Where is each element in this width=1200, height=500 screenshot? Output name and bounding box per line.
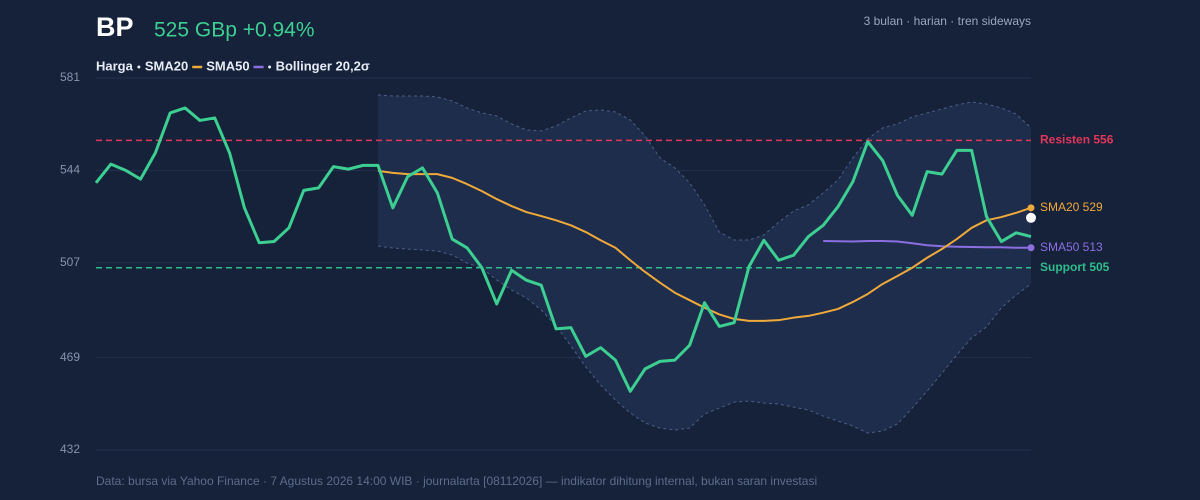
quote: 525 GBp +0.94% [154, 19, 315, 42]
y-tick-label: 507 [60, 255, 80, 269]
chart-title: BP [96, 12, 134, 42]
y-tick-label: 469 [60, 350, 80, 364]
legend-label: Harga [96, 58, 134, 73]
legend-label: SMA50 [206, 58, 249, 73]
source: Data: bursa via Yahoo Finance · 7 Agustu… [96, 474, 817, 488]
legend-separator [268, 65, 272, 69]
series-line [823, 240, 1031, 249]
y-tick-label: 432 [60, 442, 80, 456]
end-label: SMA20 529 [1040, 200, 1103, 214]
series-line [377, 169, 1032, 322]
legend-separator [137, 65, 141, 69]
level-label: Resisten 556 [1040, 133, 1114, 147]
bollinger-band [377, 94, 1031, 434]
legend-label: Bollinger 20,2σ [276, 58, 370, 73]
subtitle: 3 bulan · harian · tren sideways [864, 14, 1031, 28]
series-line [94, 106, 1032, 393]
bollinger-upper [377, 94, 1032, 241]
end-dot [1027, 204, 1035, 212]
legend-label: SMA20 [145, 58, 188, 73]
y-tick-label: 544 [60, 163, 80, 177]
y-tick-label: 581 [60, 70, 80, 84]
end-label: SMA50 513 [1040, 240, 1103, 254]
end-dot [1027, 244, 1035, 252]
level-label: Support 505 [1040, 260, 1110, 274]
last-price-dot [1026, 212, 1036, 223]
